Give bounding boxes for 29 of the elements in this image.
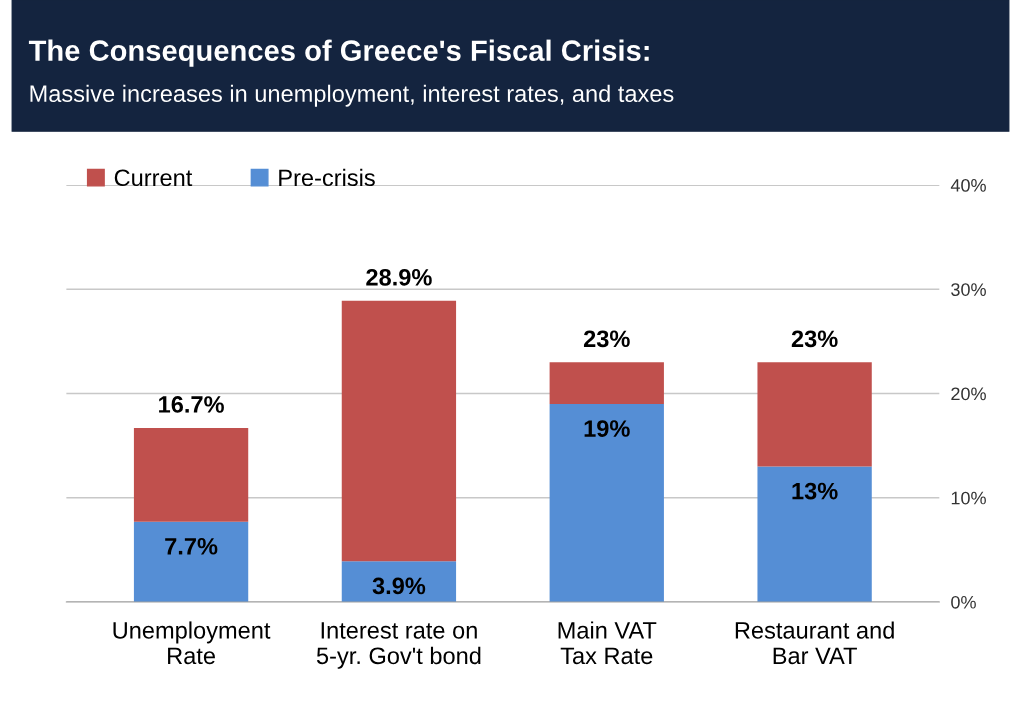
chart-title: The Consequences of Greece's Fiscal Crisis: xyxy=(28,39,649,67)
bar xyxy=(341,300,457,562)
data-label: 19% xyxy=(584,420,630,437)
data-label: 7.7% xyxy=(165,538,218,555)
bar xyxy=(133,521,249,602)
total-label: 16.7% xyxy=(159,396,224,413)
bar xyxy=(549,403,664,602)
bar xyxy=(757,362,872,467)
y-tick-label: 20% xyxy=(951,387,986,401)
bar xyxy=(757,466,872,602)
total-label: 28.9% xyxy=(366,268,432,286)
total-label: 23% xyxy=(791,330,838,348)
x-tick-label: Main VAT Tax Rate xyxy=(558,621,657,665)
y-tick-label: 10% xyxy=(951,491,986,505)
bar xyxy=(133,427,249,522)
y-tick-label: 30% xyxy=(951,283,986,296)
x-tick-label: Unemployment Rate xyxy=(113,621,271,665)
data-label: 3.9% xyxy=(372,577,426,595)
x-tick-label: Restaurant and Bar VAT xyxy=(735,621,894,665)
legend-label: Current xyxy=(114,169,193,187)
data-label: 13% xyxy=(792,482,838,500)
legend-label: Pre-crisis xyxy=(279,168,375,187)
y-tick-label: 0% xyxy=(951,595,976,609)
bar xyxy=(549,362,664,404)
bar xyxy=(341,561,457,602)
y-tick-label: 40% xyxy=(950,178,986,192)
chart-subtitle: Massive increases in unemployment, interest rates, and taxes xyxy=(30,84,674,107)
total-label: 23% xyxy=(583,330,630,348)
x-tick-label: Interest rate on 5-yr. Gov't bond xyxy=(316,622,481,669)
